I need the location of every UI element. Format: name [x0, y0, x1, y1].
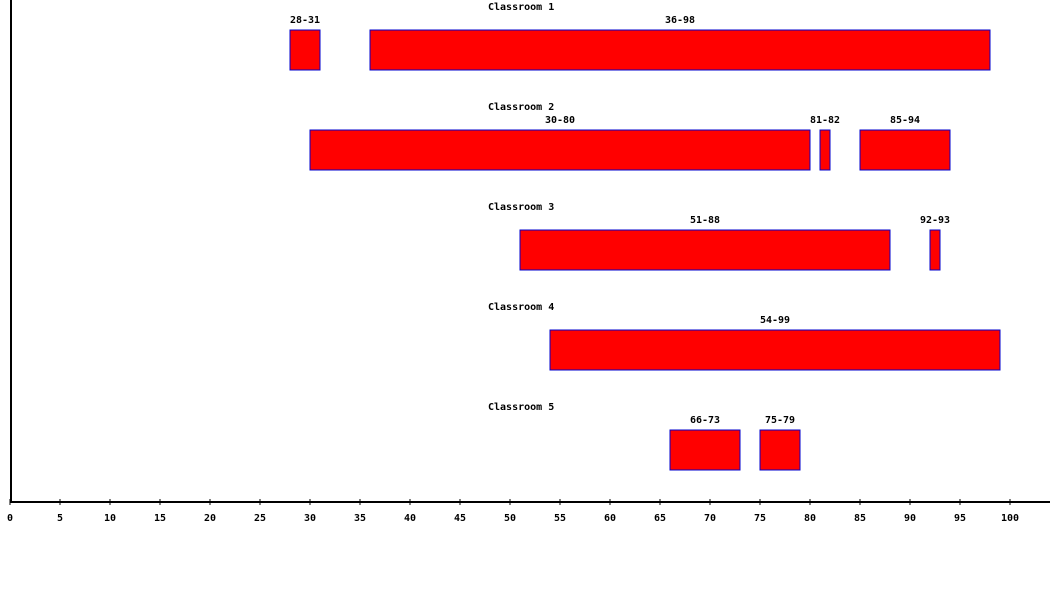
- row-group: Classroom 3 51-88 92-93: [488, 202, 950, 271]
- interval-bar: [549, 329, 1001, 371]
- interval-label: 75-79: [765, 415, 795, 426]
- x-tick-label: 65: [654, 513, 666, 524]
- x-axis: 0 5 10 15 20 25 30 35 40 45 50 55 60 65 70 75 80 85 90 95 10…: [7, 0, 1050, 524]
- row-group: Classroom 1 28-31 36-98: [289, 2, 991, 71]
- interval-bar: [669, 429, 741, 471]
- x-tick-label: 0: [7, 513, 13, 524]
- x-tick-label: 60: [604, 513, 616, 524]
- x-tick-label: 80: [804, 513, 816, 524]
- x-tick-label: 25: [254, 513, 266, 524]
- x-tick-label: 85: [854, 513, 866, 524]
- x-tick-label: 15: [154, 513, 166, 524]
- interval-bar: [759, 429, 801, 471]
- row-group: Classroom 5 66-73 75-79: [488, 402, 801, 471]
- x-tick-label: 20: [204, 513, 216, 524]
- row-label: Classroom 3: [488, 202, 554, 213]
- x-tick-label: 35: [354, 513, 366, 524]
- interval-label: 81-82: [810, 115, 840, 126]
- rows-layer: Classroom 1 28-31 36-98 Classroom 2 30-80 81-…: [289, 2, 1001, 471]
- interval-label: 36-98: [665, 15, 695, 26]
- x-tick-label: 30: [304, 513, 316, 524]
- interval-label: 92-93: [920, 215, 950, 226]
- x-tick-label: 5: [57, 513, 63, 524]
- row-label: Classroom 4: [488, 302, 554, 313]
- row-label: Classroom 5: [488, 402, 554, 413]
- interval-bar: [859, 129, 951, 171]
- x-tick-label: 100: [1001, 513, 1019, 524]
- interval-bar: [369, 29, 991, 71]
- row-group: Classroom 2 30-80 81-82 85-94: [309, 102, 951, 171]
- interval-bar: [929, 229, 941, 271]
- x-tick-label: 40: [404, 513, 416, 524]
- row-label: Classroom 1: [488, 2, 554, 13]
- interval-label: 30-80: [545, 115, 575, 126]
- x-tick-label: 95: [954, 513, 966, 524]
- interval-bar: [289, 29, 321, 71]
- interval-bar: [819, 129, 831, 171]
- row-label: Classroom 2: [488, 102, 554, 113]
- interval-label: 28-31: [290, 15, 320, 26]
- x-tick-label: 70: [704, 513, 716, 524]
- interval-bar: [519, 229, 891, 271]
- x-tick-label: 45: [454, 513, 466, 524]
- row-group: Classroom 4 54-99: [488, 302, 1001, 371]
- interval-label: 85-94: [890, 115, 920, 126]
- x-tick-label: 10: [104, 513, 116, 524]
- x-tick-label: 90: [904, 513, 916, 524]
- x-tick-label: 50: [504, 513, 516, 524]
- interval-label: 51-88: [690, 215, 720, 226]
- interval-label: 54-99: [760, 315, 790, 326]
- interval-bar: [309, 129, 811, 171]
- x-tick-label: 75: [754, 513, 766, 524]
- interval-label: 66-73: [690, 415, 720, 426]
- x-tick-label: 55: [554, 513, 566, 524]
